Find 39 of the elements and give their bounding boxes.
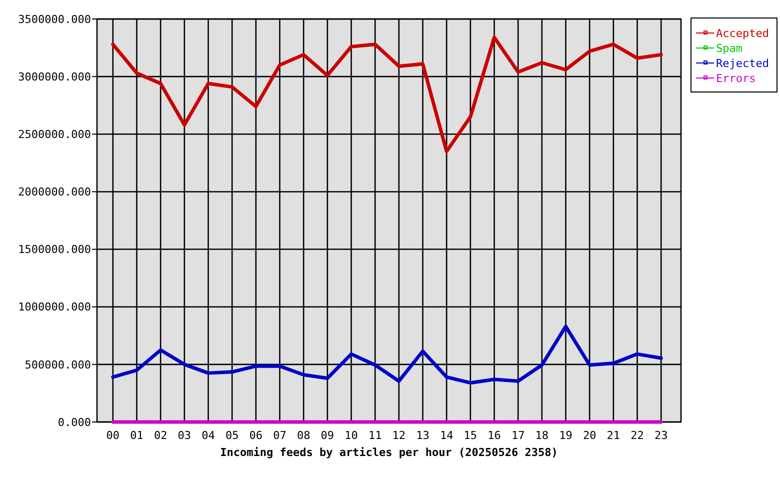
legend-label: Accepted [716, 26, 769, 40]
x-tick-label: 23 [654, 429, 668, 442]
y-tick-label: 1500000.000 [18, 243, 91, 256]
y-tick-label: 3000000.000 [18, 70, 91, 84]
x-tick-label: 01 [130, 429, 144, 442]
x-tick-label: 11 [368, 429, 382, 442]
x-tick-label: 17 [511, 429, 525, 442]
x-tick-label: 20 [582, 429, 596, 442]
y-tick-label: 2000000.000 [18, 186, 91, 199]
x-tick-label: 13 [416, 429, 430, 442]
x-tick-label: 18 [535, 429, 549, 442]
x-tick-label: 19 [559, 429, 572, 442]
legend-label: Spam [716, 42, 743, 55]
x-tick-label: 07 [273, 429, 286, 442]
x-tick-label: 06 [249, 429, 263, 442]
x-tick-label: 02 [154, 429, 168, 442]
legend-label: Errors [716, 72, 756, 85]
legend-label: Rejected [716, 56, 769, 70]
x-tick-label: 14 [440, 429, 454, 442]
y-tick-label: 1000000.000 [18, 300, 91, 314]
x-tick-label: 04 [202, 429, 216, 442]
x-tick-label: 21 [606, 429, 620, 442]
x-tick-label: 09 [320, 429, 334, 442]
x-tick-label: 15 [464, 429, 478, 442]
y-tick-label: 2500000.000 [18, 128, 91, 141]
x-tick-label: 03 [178, 429, 192, 442]
x-tick-label: 10 [344, 429, 358, 442]
y-tick-label: 0.000 [58, 416, 91, 429]
x-tick-label: 12 [392, 429, 406, 442]
x-tick-label: 00 [106, 429, 120, 442]
y-tick-label: 500000.000 [24, 358, 91, 372]
x-tick-label: 16 [488, 429, 501, 442]
line-series [111, 324, 663, 385]
line-series [111, 36, 663, 154]
x-tick-label: 08 [296, 429, 310, 442]
x-tick-label: 22 [630, 429, 644, 442]
y-tick-label: 3500000.000 [18, 12, 91, 26]
x-axis-title: Incoming feeds by articles per hour (20250526 2358) [220, 446, 558, 459]
x-tick-label: 05 [225, 429, 239, 442]
